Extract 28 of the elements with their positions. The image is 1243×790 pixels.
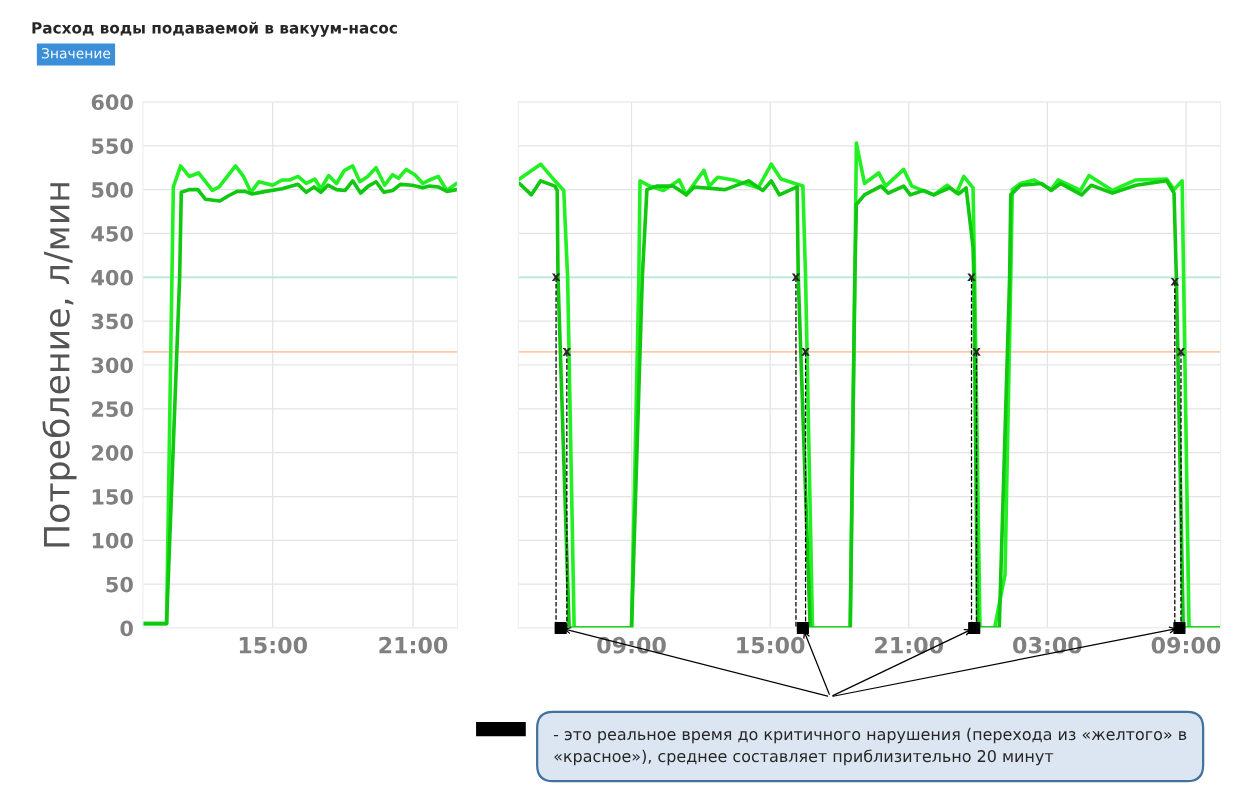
y-tick-label: 600 <box>91 94 133 111</box>
y-tick-label: 250 <box>92 401 133 418</box>
x-tick-label: 21:00 <box>875 636 944 654</box>
y-tick-label: 100 <box>92 532 133 549</box>
y-tick-label: 300 <box>91 357 133 374</box>
y-tick-label: 400 <box>91 269 133 286</box>
y-tick-label: 50 <box>106 576 133 593</box>
text: Значение <box>41 48 111 59</box>
y-tick-label: 500 <box>92 182 133 198</box>
y-tick-label: 550 <box>92 138 133 154</box>
x-tick-label: 09:00 <box>1151 636 1221 654</box>
y-tick-label: 200 <box>92 445 133 461</box>
y-tick-label: 350 <box>91 313 133 330</box>
text: - это реальное время до критичного нарушения (перехода из «желтого» в «красное»), среднее составляет приблизительно 20 минут <box>553 727 1187 766</box>
chart-title: Расход воды подаваемой в вакуум-насос <box>32 21 397 37</box>
y-axis-title: Потребление, л/мин <box>42 183 77 547</box>
x-tick-label: 21:00 <box>379 636 448 654</box>
y-tick-label: 0 <box>120 620 133 637</box>
annotation: x <box>551 273 561 282</box>
x-tick-label: 15:00 <box>737 636 805 654</box>
x-tick-label: 03:00 <box>1013 636 1082 654</box>
annotation: x <box>562 348 572 356</box>
y-tick-label: 450 <box>91 225 133 242</box>
annotation: x <box>967 273 976 282</box>
x-tick-label: 15:00 <box>239 636 308 654</box>
y-tick-label: 150 <box>92 488 133 505</box>
annotation: x <box>972 348 981 356</box>
annotation: x <box>791 273 801 282</box>
